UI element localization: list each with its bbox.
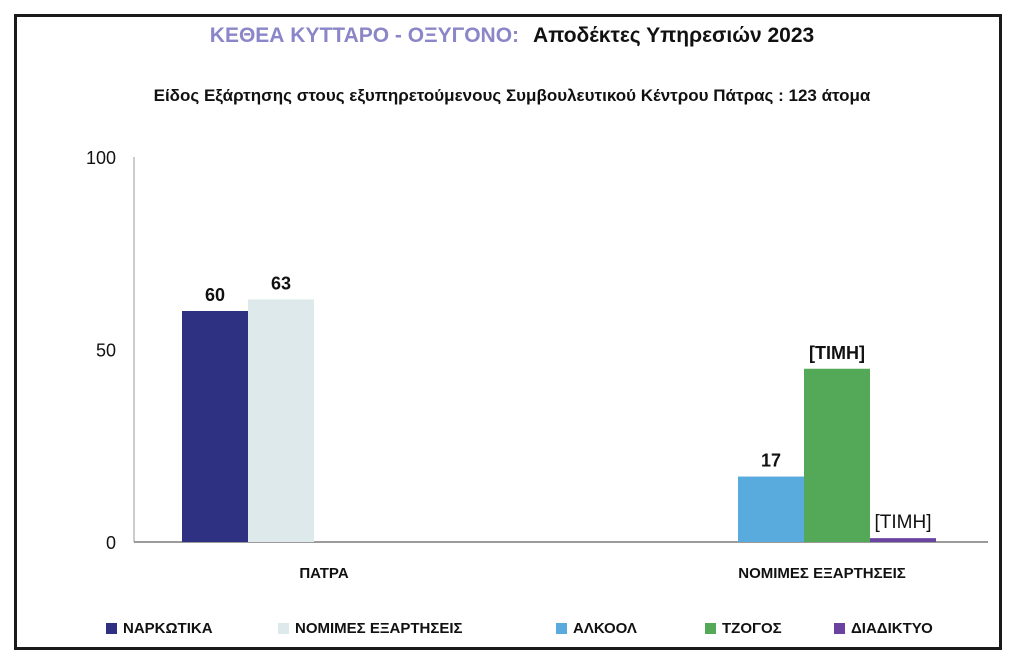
legend-label: ΤΖΟΓΟΣ (722, 620, 782, 637)
legend-swatch (705, 623, 716, 634)
bar (804, 368, 870, 542)
y-tick-label: 50 (96, 341, 116, 361)
legend-label: ΝΑΡΚΩΤΙΚΑ (123, 620, 213, 637)
legend-label: ΑΛΚΟΟΛ (573, 620, 637, 637)
legend-label: ΔΙΑΔΙΚΤΥΟ (851, 620, 933, 637)
legend-item: ΔΙΑΔΙΚΤΥΟ (834, 620, 933, 637)
legend-swatch (278, 623, 289, 634)
y-tick-label: 0 (106, 533, 116, 553)
bar (248, 299, 314, 542)
x-category-label: ΝΟΜΙΜΕΣ ΕΞΑΡΤΗΣΕΙΣ (738, 565, 906, 582)
legend-item: ΝΑΡΚΩΤΙΚΑ (106, 620, 213, 637)
legend-swatch (106, 623, 117, 634)
legend-item: ΤΖΟΓΟΣ (705, 620, 782, 637)
legend-label: ΝΟΜΙΜΕΣ ΕΞΑΡΤΗΣΕΙΣ (295, 620, 463, 637)
bar (738, 476, 804, 542)
y-tick-label: 100 (86, 148, 116, 168)
data-label: 60 (205, 285, 225, 305)
legend-item: ΑΛΚΟΟΛ (556, 620, 637, 637)
data-label: [ΤΙΜΗ] (809, 343, 865, 363)
title-brand: ΚΕΘΕΑ ΚΥΤΤΑΡΟ - ΟΞΥΓΟΝΟ: (209, 24, 520, 47)
x-category-label: ΠΑΤΡΑ (299, 565, 348, 582)
chart-title: ΚΕΘΕΑ ΚΥΤΤΑΡΟ - ΟΞΥΓΟΝΟ: Αποδέκτες Υπηρεσ… (0, 24, 1024, 48)
data-label: [ΤΙΜΗ] (875, 512, 932, 533)
legend-item: ΝΟΜΙΜΕΣ ΕΞΑΡΤΗΣΕΙΣ (278, 620, 463, 637)
data-label: 17 (761, 451, 781, 471)
bar (870, 538, 936, 542)
chart-subtitle: Είδος Εξάρτησης στους εξυπηρετούμενους Σ… (153, 86, 871, 105)
title-main: Αποδέκτες Υπηρεσιών 2023 (533, 24, 815, 47)
chart-frame (14, 14, 1002, 650)
data-label: 63 (271, 273, 291, 293)
legend-swatch (556, 623, 567, 634)
bar (182, 311, 248, 542)
legend-swatch (834, 623, 845, 634)
